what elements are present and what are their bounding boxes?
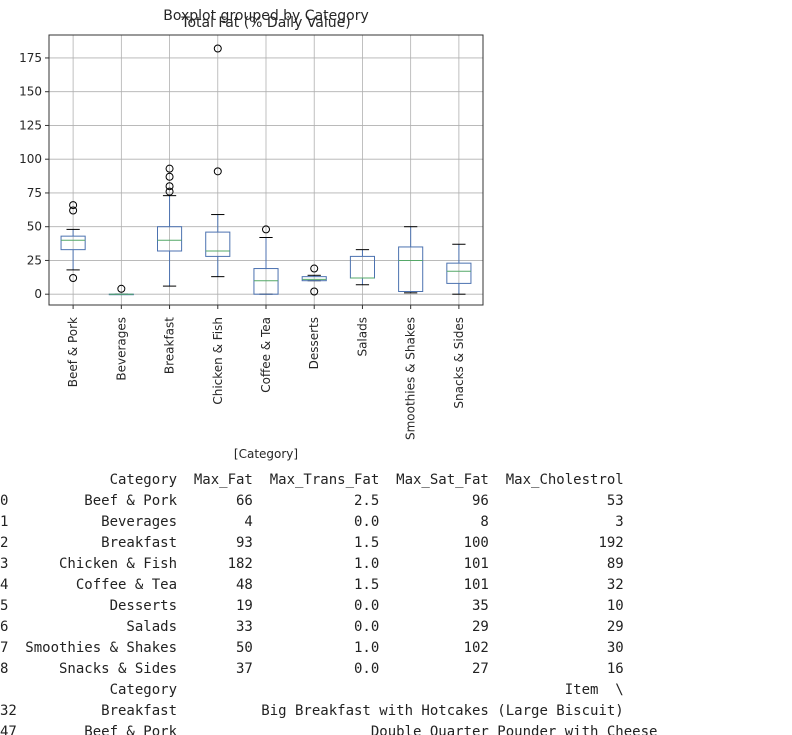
box-iqr: [301, 276, 327, 282]
y-tick-label: 150: [19, 85, 42, 99]
outlier-point: [69, 201, 78, 210]
output-line: 47 Beef & Pork Double Quarter Pounder wi…: [0, 724, 658, 735]
outlier-point: [165, 172, 174, 181]
x-tick-label: Desserts: [307, 317, 321, 369]
outlier-point: [117, 284, 126, 293]
outlier-point: [165, 164, 174, 173]
box-group: [205, 44, 231, 278]
y-tick-label: 175: [19, 51, 42, 65]
box-group: [157, 164, 183, 287]
x-tick-label: Beef & Pork: [66, 317, 80, 387]
box-iqr: [253, 268, 279, 295]
output-line: 8 Snacks & Sides 37 0.0 27 16: [0, 661, 624, 677]
x-axis-label: [Category]: [234, 447, 298, 461]
output-line: 1 Beverages 4 0.0 8 3: [0, 514, 624, 530]
box-iqr: [157, 226, 183, 252]
output-line: 4 Coffee & Tea 48 1.5 101 32: [0, 577, 624, 593]
output-line: 7 Smoothies & Shakes 50 1.0 102 30: [0, 640, 624, 656]
x-tick-label: Beverages: [114, 317, 128, 381]
box-group: [108, 284, 134, 296]
x-tick-label: Breakfast: [163, 317, 177, 374]
y-tick-label: 0: [34, 287, 42, 301]
output-line: 32 Breakfast Big Breakfast with Hotcakes…: [0, 703, 624, 719]
outlier-point: [262, 225, 270, 234]
x-tick-label: Coffee & Tea: [259, 317, 273, 393]
output-line: 5 Desserts 19 0.0 35 10: [0, 598, 624, 614]
y-tick-label: 25: [27, 253, 42, 267]
box-group: [301, 264, 327, 296]
chart-title: Total Fat (% Daily Value): [180, 15, 350, 31]
box-iqr: [446, 262, 472, 284]
outlier-point: [213, 44, 222, 53]
outlier-point: [69, 274, 78, 282]
x-tick-label: Salads: [355, 317, 369, 357]
box-group: [349, 249, 375, 286]
boxplot-chart: 0 25 50 75 100 125 150 175 Beef & Pork Beverages…: [19, 8, 484, 461]
y-axis-ticks: 0 25 50 75 100 125 150 175: [19, 51, 49, 301]
output-line: Category Max_Fat Max_Trans_Fat Max_Sat_F…: [0, 472, 624, 488]
output-line: 3 Chicken & Fish 182 1.0 101 89: [0, 556, 624, 572]
outlier-point: [69, 206, 78, 215]
output-line: 0 Beef & Pork 66 2.5 96 53: [0, 493, 624, 509]
y-tick-label: 75: [27, 186, 42, 200]
outlier-point: [310, 264, 319, 273]
x-tick-label: Smoothies & Shakes: [404, 317, 418, 440]
boxes-group: [60, 44, 472, 296]
y-tick-label: 125: [19, 118, 42, 132]
chart-suptitle: Boxplot grouped by Category: [163, 8, 369, 24]
box-iqr: [60, 235, 86, 251]
output-line: 2 Breakfast 93 1.5 100 192: [0, 535, 624, 551]
box-group: [398, 226, 424, 294]
y-tick-label: 100: [19, 152, 42, 166]
box-iqr: [398, 246, 424, 292]
output-line: Category Item \: [0, 682, 624, 698]
outlier-point: [165, 187, 174, 196]
dataframe-output: Category Max_Fat Max_Trans_Fat Max_Sat_F…: [0, 470, 792, 735]
outlier-point: [310, 287, 319, 296]
outlier-point: [165, 182, 174, 191]
x-axis-ticks: Beef & Pork Beverages Breakfast Chicken & F…: [66, 305, 466, 440]
outlier-point: [213, 167, 222, 176]
x-tick-label: Snacks & Sides: [452, 317, 466, 409]
y-tick-label: 50: [27, 220, 42, 234]
x-tick-label: Chicken & Fish: [211, 317, 225, 405]
box-group: [253, 225, 279, 295]
box-group: [60, 201, 86, 282]
box-group: [446, 243, 472, 295]
output-line: 6 Salads 33 0.0 29 29: [0, 619, 624, 635]
box-iqr: [205, 231, 231, 257]
